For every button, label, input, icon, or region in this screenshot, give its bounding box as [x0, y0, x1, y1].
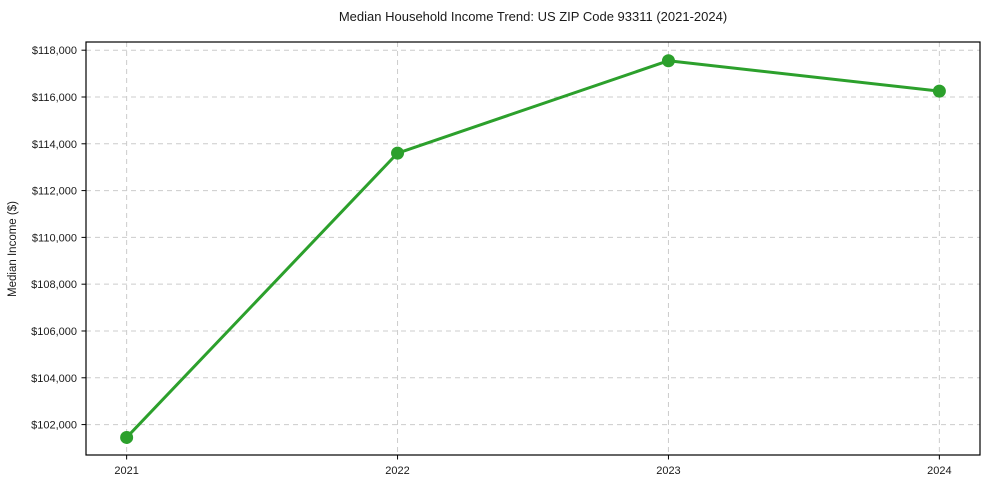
data-point [932, 84, 946, 98]
y-tick-label: $110,000 [32, 232, 77, 244]
chart-title: Median Household Income Trend: US ZIP Co… [338, 9, 728, 24]
y-tick-label: $104,000 [31, 373, 77, 385]
y-tick-label: $114,000 [32, 139, 77, 151]
y-tick-label: $102,000 [31, 420, 77, 432]
x-tick-label: 2024 [927, 465, 951, 477]
data-point [391, 146, 405, 160]
y-tick-label: $116,000 [32, 92, 77, 104]
y-tick-label: $112,000 [32, 186, 77, 198]
y-tick-label: $106,000 [31, 326, 77, 338]
x-tick-label: 2021 [114, 465, 138, 477]
x-tick-label: 2022 [385, 465, 409, 477]
data-point [120, 430, 134, 444]
y-tick-label: $118,000 [32, 45, 77, 57]
x-tick-label: 2023 [656, 465, 680, 477]
series-line [125, 59, 941, 439]
data-point [661, 54, 675, 68]
plot-border [85, 41, 981, 456]
y-tick-label: $108,000 [31, 279, 77, 291]
